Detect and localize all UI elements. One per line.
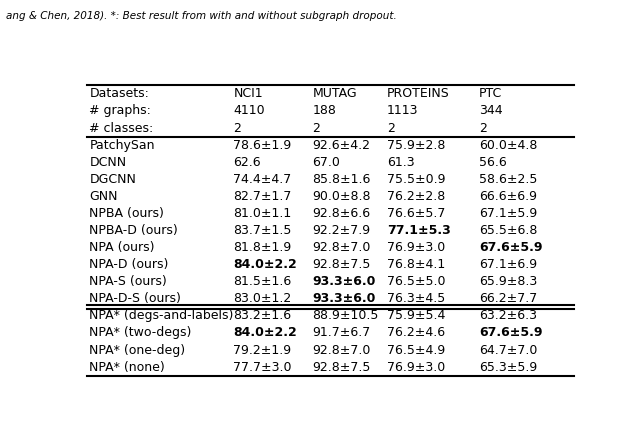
Text: 93.3±6.0: 93.3±6.0 <box>312 275 376 288</box>
Text: 92.8±7.0: 92.8±7.0 <box>312 343 371 357</box>
Text: 84.0±2.2: 84.0±2.2 <box>233 258 297 271</box>
Text: # classes:: # classes: <box>90 122 154 135</box>
Text: 2: 2 <box>233 122 241 135</box>
Text: GNN: GNN <box>90 190 118 203</box>
Text: 65.5±6.8: 65.5±6.8 <box>479 224 537 237</box>
Text: ang & Chen, 2018). *: Best result from with and without subgraph dropout.: ang & Chen, 2018). *: Best result from w… <box>6 11 397 21</box>
Text: NPA-D-S (ours): NPA-D-S (ours) <box>90 292 181 305</box>
Text: DGCNN: DGCNN <box>90 173 136 186</box>
Text: 88.9±10.5: 88.9±10.5 <box>312 309 379 323</box>
Text: 75.9±2.8: 75.9±2.8 <box>387 139 445 152</box>
Text: 61.3: 61.3 <box>387 156 415 169</box>
Text: NPA* (one-deg): NPA* (one-deg) <box>90 343 186 357</box>
Text: 92.8±7.0: 92.8±7.0 <box>312 241 371 254</box>
Text: 76.2±2.8: 76.2±2.8 <box>387 190 445 203</box>
Text: 79.2±1.9: 79.2±1.9 <box>233 343 291 357</box>
Text: PTC: PTC <box>479 88 502 100</box>
Text: 83.2±1.6: 83.2±1.6 <box>233 309 291 323</box>
Text: 2: 2 <box>387 122 395 135</box>
Text: 74.4±4.7: 74.4±4.7 <box>233 173 291 186</box>
Text: 81.5±1.6: 81.5±1.6 <box>233 275 291 288</box>
Text: 76.9±3.0: 76.9±3.0 <box>387 360 445 374</box>
Text: 83.7±1.5: 83.7±1.5 <box>233 224 292 237</box>
Text: DCNN: DCNN <box>90 156 127 169</box>
Text: 92.8±6.6: 92.8±6.6 <box>312 207 371 220</box>
Text: 62.6: 62.6 <box>233 156 261 169</box>
Text: PatchySan: PatchySan <box>90 139 155 152</box>
Text: 75.5±0.9: 75.5±0.9 <box>387 173 445 186</box>
Text: 77.7±3.0: 77.7±3.0 <box>233 360 292 374</box>
Text: NPA (ours): NPA (ours) <box>90 241 155 254</box>
Text: 66.6±6.9: 66.6±6.9 <box>479 190 537 203</box>
Text: 84.0±2.2: 84.0±2.2 <box>233 326 297 340</box>
Text: 92.2±7.9: 92.2±7.9 <box>312 224 371 237</box>
Text: 92.8±7.5: 92.8±7.5 <box>312 258 371 271</box>
Text: 60.0±4.8: 60.0±4.8 <box>479 139 537 152</box>
Text: 81.8±1.9: 81.8±1.9 <box>233 241 291 254</box>
Text: NPA* (two-degs): NPA* (two-degs) <box>90 326 192 340</box>
Text: # graphs:: # graphs: <box>90 105 151 117</box>
Text: 76.5±4.9: 76.5±4.9 <box>387 343 445 357</box>
Text: 91.7±6.7: 91.7±6.7 <box>312 326 371 340</box>
Text: 93.3±6.0: 93.3±6.0 <box>312 292 376 305</box>
Text: NPBA-D (ours): NPBA-D (ours) <box>90 224 178 237</box>
Text: 92.8±7.5: 92.8±7.5 <box>312 360 371 374</box>
Text: 76.9±3.0: 76.9±3.0 <box>387 241 445 254</box>
Text: 65.9±8.3: 65.9±8.3 <box>479 275 537 288</box>
Text: 67.6±5.9: 67.6±5.9 <box>479 241 542 254</box>
Text: 4110: 4110 <box>233 105 265 117</box>
Text: 67.0: 67.0 <box>312 156 340 169</box>
Text: 66.2±7.7: 66.2±7.7 <box>479 292 537 305</box>
Text: 2: 2 <box>312 122 321 135</box>
Text: 67.1±6.9: 67.1±6.9 <box>479 258 537 271</box>
Text: NPA* (degs-and-labels): NPA* (degs-and-labels) <box>90 309 234 323</box>
Text: 85.8±1.6: 85.8±1.6 <box>312 173 371 186</box>
Text: 2: 2 <box>479 122 486 135</box>
Text: 65.3±5.9: 65.3±5.9 <box>479 360 537 374</box>
Text: 67.1±5.9: 67.1±5.9 <box>479 207 537 220</box>
Text: NPA* (none): NPA* (none) <box>90 360 165 374</box>
Text: PROTEINS: PROTEINS <box>387 88 450 100</box>
Text: Datasets:: Datasets: <box>90 88 149 100</box>
Text: MUTAG: MUTAG <box>312 88 357 100</box>
Text: 76.8±4.1: 76.8±4.1 <box>387 258 445 271</box>
Text: 1113: 1113 <box>387 105 419 117</box>
Text: 63.2±6.3: 63.2±6.3 <box>479 309 537 323</box>
Text: 344: 344 <box>479 105 502 117</box>
Text: 90.0±8.8: 90.0±8.8 <box>312 190 371 203</box>
Text: 76.6±5.7: 76.6±5.7 <box>387 207 445 220</box>
Text: 76.5±5.0: 76.5±5.0 <box>387 275 445 288</box>
Text: NPBA (ours): NPBA (ours) <box>90 207 164 220</box>
Text: 92.6±4.2: 92.6±4.2 <box>312 139 371 152</box>
Text: 58.6±2.5: 58.6±2.5 <box>479 173 537 186</box>
Text: NPA-S (ours): NPA-S (ours) <box>90 275 167 288</box>
Text: 75.9±5.4: 75.9±5.4 <box>387 309 445 323</box>
Text: 188: 188 <box>312 105 337 117</box>
Text: 76.3±4.5: 76.3±4.5 <box>387 292 445 305</box>
Text: 56.6: 56.6 <box>479 156 506 169</box>
Text: NPA-D (ours): NPA-D (ours) <box>90 258 169 271</box>
Text: 76.2±4.6: 76.2±4.6 <box>387 326 445 340</box>
Text: 78.6±1.9: 78.6±1.9 <box>233 139 291 152</box>
Text: 64.7±7.0: 64.7±7.0 <box>479 343 537 357</box>
Text: 77.1±5.3: 77.1±5.3 <box>387 224 451 237</box>
Text: NCI1: NCI1 <box>233 88 263 100</box>
Text: 81.0±1.1: 81.0±1.1 <box>233 207 291 220</box>
Text: 83.0±1.2: 83.0±1.2 <box>233 292 291 305</box>
Text: 82.7±1.7: 82.7±1.7 <box>233 190 292 203</box>
Text: 67.6±5.9: 67.6±5.9 <box>479 326 542 340</box>
